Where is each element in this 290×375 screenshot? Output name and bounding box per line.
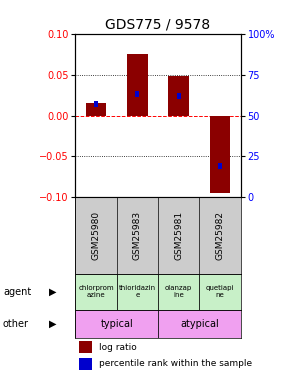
Bar [75,274,117,310]
Bar [117,274,158,310]
Text: percentile rank within the sample: percentile rank within the sample [99,359,252,368]
Text: quetiapi
ne: quetiapi ne [206,285,234,298]
Text: agent: agent [3,287,31,297]
Bar [127,54,148,116]
Text: other: other [3,319,29,329]
Bar [158,274,200,310]
Text: log ratio: log ratio [99,343,136,352]
Bar [177,93,181,99]
Text: ▶: ▶ [49,287,57,297]
Bar [86,103,106,116]
Text: atypical: atypical [180,319,219,329]
Bar [210,116,230,193]
Text: ▶: ▶ [49,319,57,329]
Bar [94,101,98,107]
Text: GSM25982: GSM25982 [215,211,224,260]
Bar [200,274,241,310]
Text: GSM25983: GSM25983 [133,211,142,260]
Title: GDS775 / 9578: GDS775 / 9578 [106,17,211,31]
Bar [218,164,222,169]
Text: typical: typical [100,319,133,329]
Text: GSM25981: GSM25981 [174,211,183,260]
Text: chlorprom
azine: chlorprom azine [78,285,114,298]
Bar [79,358,92,370]
Text: GSM25980: GSM25980 [92,211,101,260]
Text: olanzap
ine: olanzap ine [165,285,192,298]
Bar [158,310,241,338]
Text: thioridazin
e: thioridazin e [119,285,156,298]
Bar [168,76,189,116]
Bar [75,310,158,338]
Bar [135,92,139,97]
Bar [79,341,92,353]
